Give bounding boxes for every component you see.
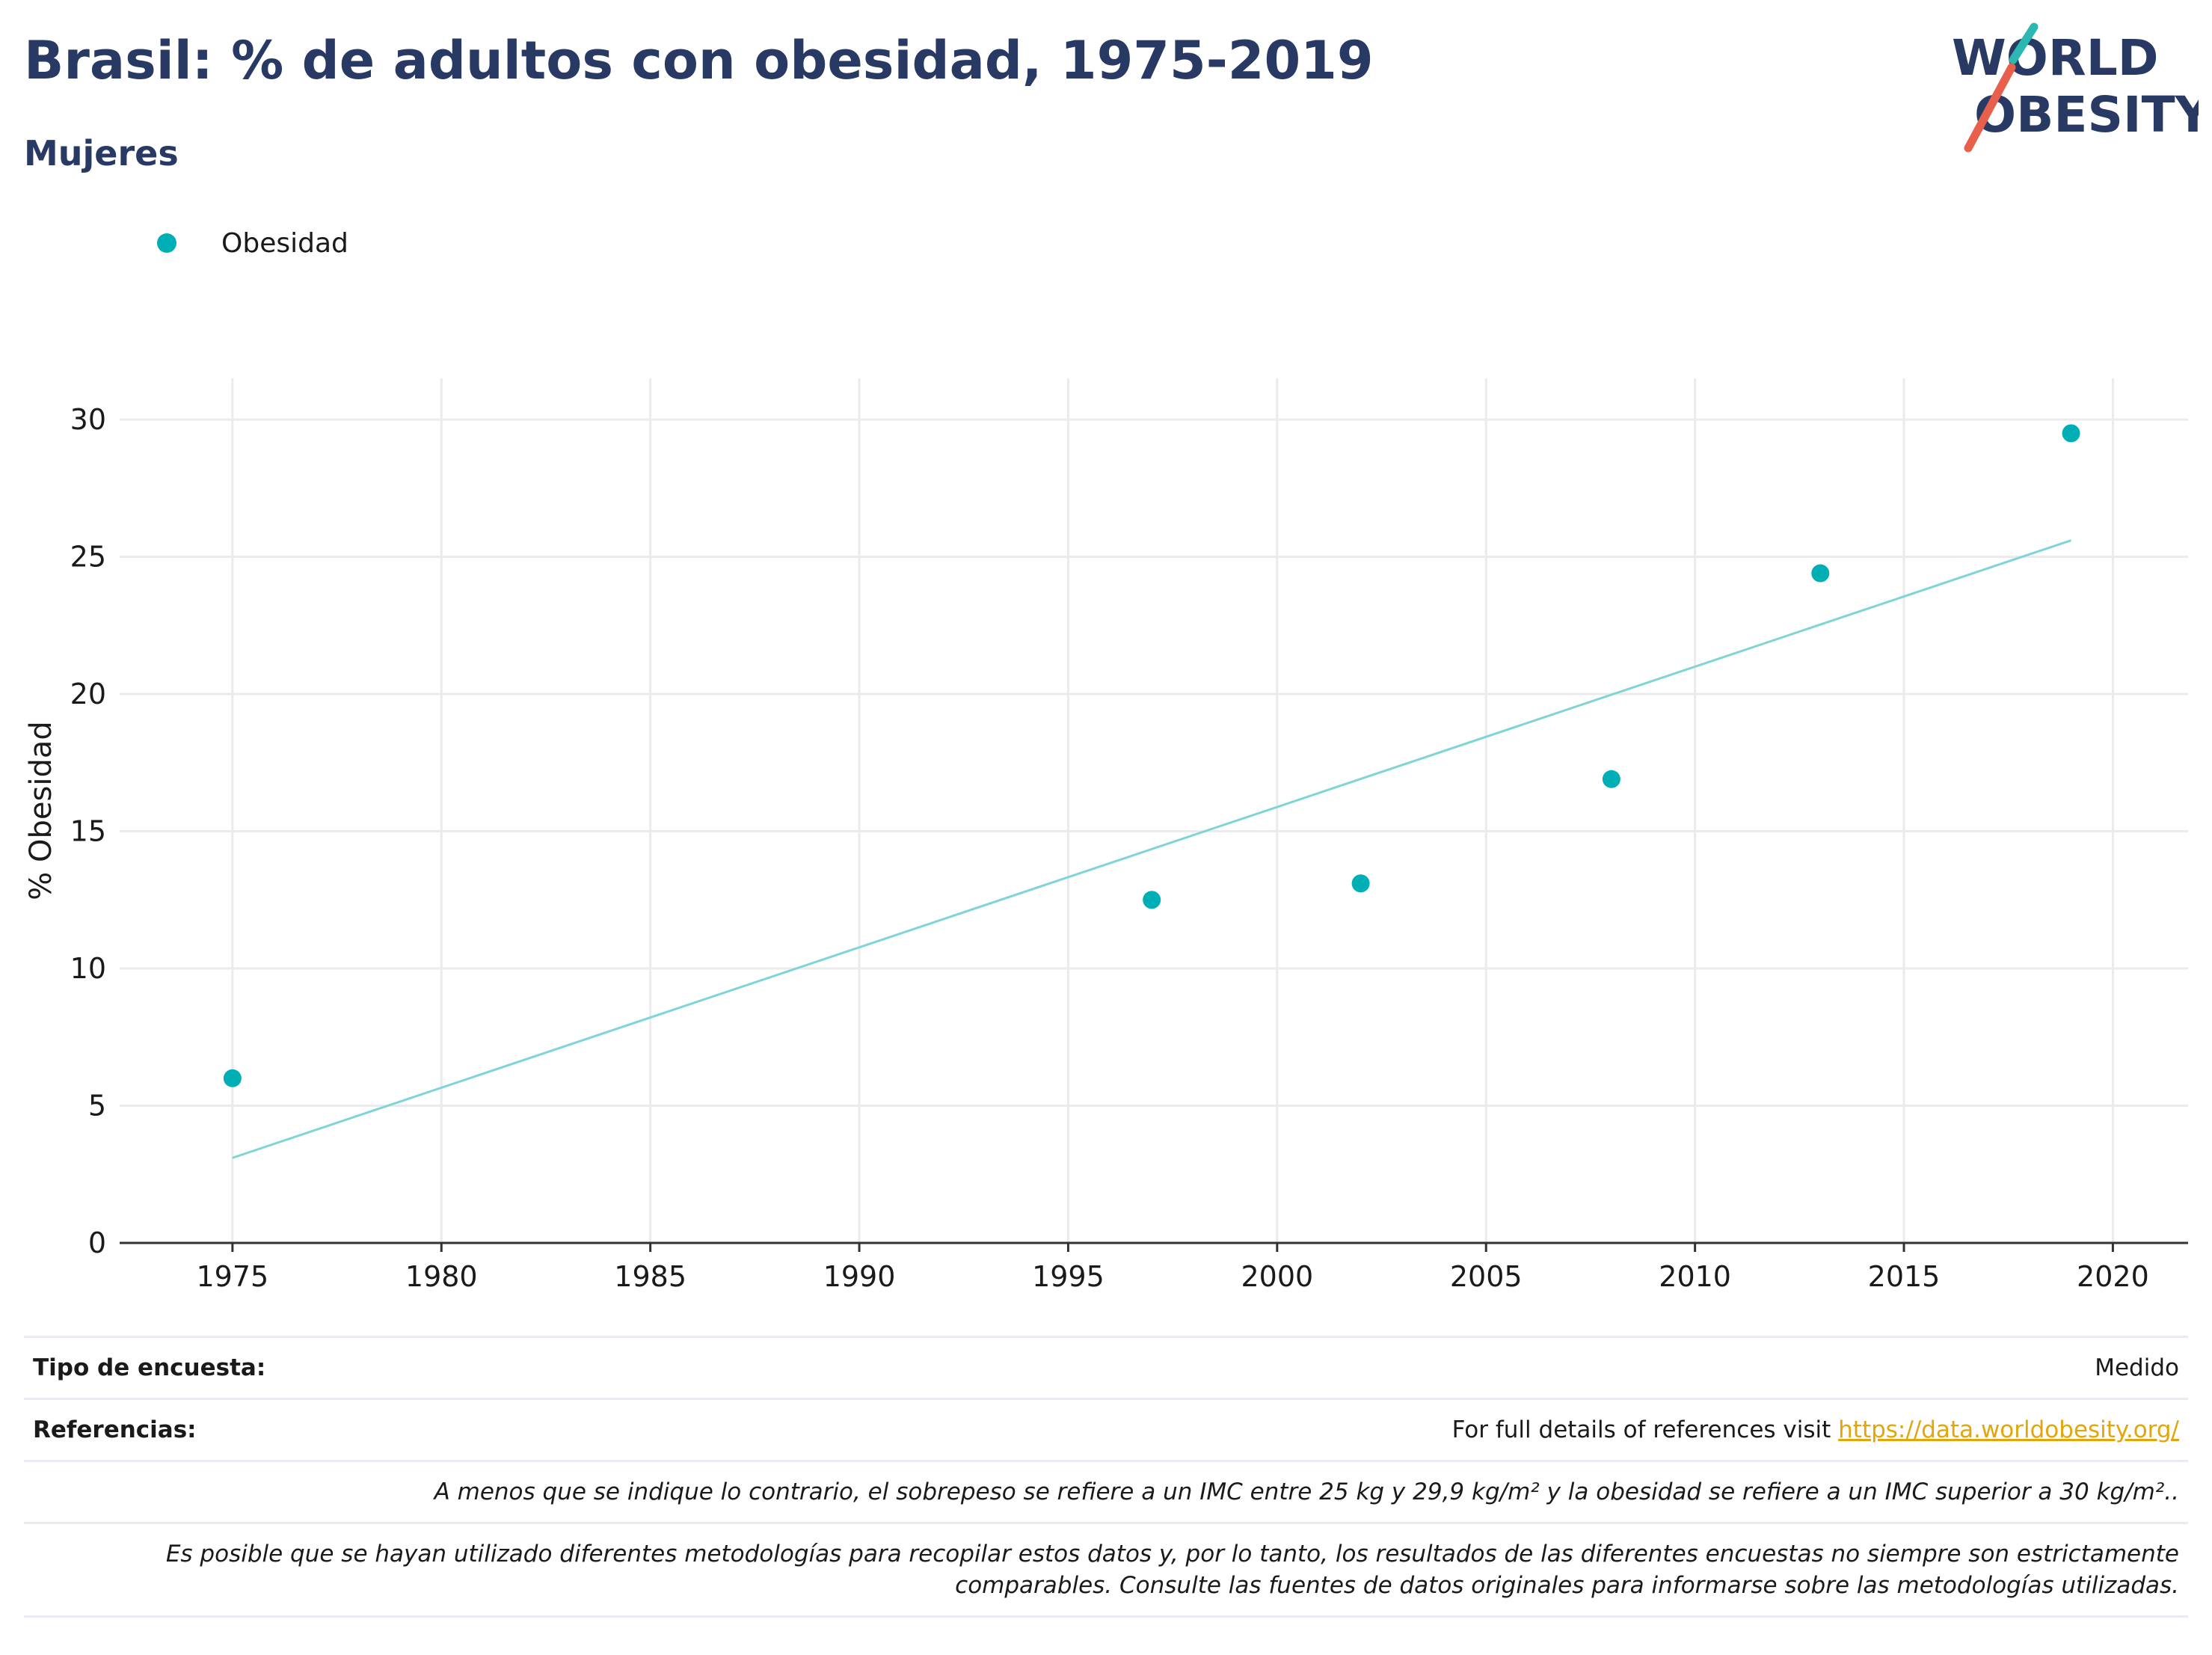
y-tick-label-15: 15 bbox=[70, 815, 106, 848]
y-tick-label-20: 20 bbox=[70, 678, 106, 710]
logo-line2: OBESITY bbox=[1974, 86, 2199, 144]
references-text: For full details of references visit bbox=[1451, 1416, 1839, 1443]
references-value: For full details of references visit htt… bbox=[1452, 1416, 2179, 1443]
note-row-2: Es posible que se hayan utilizado difere… bbox=[24, 1522, 2188, 1618]
scatter-chart: 1975 1980 1985 1990 1995 2000 2005 2010 2015 2020… bbox=[24, 378, 2188, 1293]
y-tick-label-30: 30 bbox=[70, 403, 106, 436]
note-row-1: A menos que se indique lo contrario, el … bbox=[24, 1460, 2188, 1522]
survey-type-value: Medido bbox=[2095, 1354, 2179, 1381]
survey-type-row: Tipo de encuesta: Medido bbox=[24, 1336, 2188, 1398]
references-link[interactable]: https://data.worldobesity.org/ bbox=[1838, 1416, 2179, 1443]
y-tick-label-25: 25 bbox=[70, 541, 106, 574]
logo-line1: WORLD bbox=[1952, 29, 2159, 87]
x-tick-label-1980: 1980 bbox=[405, 1260, 478, 1293]
methodology-note: Es posible que se hayan utilizado difere… bbox=[33, 1538, 2179, 1601]
methodology-note-line1: Es posible que se hayan utilizado difere… bbox=[165, 1541, 2179, 1568]
legend-label-obesidad: Obesidad bbox=[221, 227, 348, 259]
data-point-2008 bbox=[1602, 770, 1620, 788]
logo-teal-slash bbox=[2009, 22, 2039, 64]
legend-marker-obesidad bbox=[157, 233, 176, 253]
data-point-1997 bbox=[1143, 891, 1161, 909]
chart-title: Brasil: % de adultos con obesidad, 1975-… bbox=[24, 30, 1374, 91]
trendline bbox=[232, 539, 2072, 1159]
x-tick-label-2005: 2005 bbox=[1450, 1260, 1523, 1293]
methodology-note-line2: comparables. Consulte las fuentes de dat… bbox=[955, 1572, 2179, 1599]
x-tick-label-2015: 2015 bbox=[1868, 1260, 1941, 1293]
chart-subtitle: Mujeres bbox=[24, 133, 179, 174]
x-tick-label-1990: 1990 bbox=[823, 1260, 896, 1293]
world-obesity-logo: WORLD OBESITY bbox=[1952, 22, 2199, 153]
references-row: Referencias: For full details of referen… bbox=[24, 1398, 2188, 1460]
x-tick-label-1975: 1975 bbox=[197, 1260, 269, 1293]
data-point-1975 bbox=[223, 1069, 242, 1087]
references-label: Referencias: bbox=[33, 1416, 197, 1443]
y-tick-label-0: 0 bbox=[88, 1226, 106, 1259]
x-tick-label-1985: 1985 bbox=[614, 1260, 686, 1293]
y-tick-label-10: 10 bbox=[70, 952, 106, 985]
x-tick-label-2010: 2010 bbox=[1659, 1260, 1731, 1293]
bmi-definition-note: A menos que se indique lo contrario, el … bbox=[434, 1479, 2179, 1505]
data-point-2013 bbox=[1811, 564, 1830, 583]
logo-coral-slash bbox=[1964, 63, 2016, 153]
data-point-2019 bbox=[2062, 424, 2080, 443]
survey-type-label: Tipo de encuesta: bbox=[33, 1354, 266, 1381]
y-axis-label: % Obesidad bbox=[24, 721, 58, 900]
data-point-2002 bbox=[1351, 874, 1370, 893]
x-tick-label-2020: 2020 bbox=[2077, 1260, 2149, 1293]
x-tick-label-1995: 1995 bbox=[1032, 1260, 1105, 1293]
x-tick-label-2000: 2000 bbox=[1241, 1260, 1313, 1293]
y-tick-label-5: 5 bbox=[88, 1090, 106, 1123]
footer-table: Tipo de encuesta: Medido Referencias: Fo… bbox=[24, 1336, 2188, 1618]
legend[interactable]: Obesidad bbox=[157, 224, 348, 262]
